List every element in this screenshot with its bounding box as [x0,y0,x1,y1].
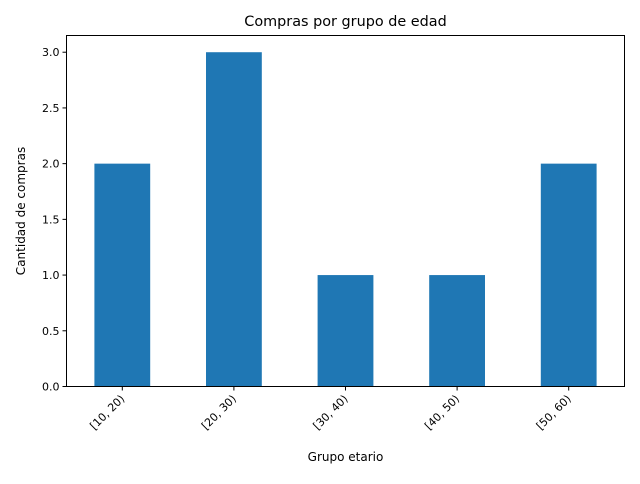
x-tick-label: [50, 60) [534,392,574,432]
y-tick-label: 1.5 [42,213,60,226]
bar-4 [540,163,597,387]
x-axis: [10, 20) [20, 30) [30, 40) [40, 50) [50, 60) [87,386,574,432]
bars-layer [94,52,597,387]
bar-2 [317,275,374,387]
x-tick-label: [40, 50) [422,392,462,432]
x-tick-label: [30, 40) [311,392,351,432]
bar-1 [206,52,262,387]
y-axis: 0.0 0.5 1.0 1.5 2.0 2.5 3.0 [42,46,67,394]
chart-title: Compras por grupo de edad [244,14,446,30]
y-tick-label: 1.0 [42,269,60,282]
x-tick-label: [20, 30) [199,392,239,432]
bar-0 [94,163,151,387]
y-axis-label: Cantidad de compras [14,147,28,275]
x-tick-label: [10, 20) [87,392,127,432]
bar-3 [429,275,485,387]
y-tick-label: 0.0 [42,381,60,394]
y-tick-label: 2.5 [42,102,60,115]
y-tick-label: 3.0 [42,46,60,59]
y-tick-label: 0.5 [42,325,60,338]
y-tick-label: 2.0 [42,158,60,171]
x-axis-label: Grupo etario [308,450,384,464]
